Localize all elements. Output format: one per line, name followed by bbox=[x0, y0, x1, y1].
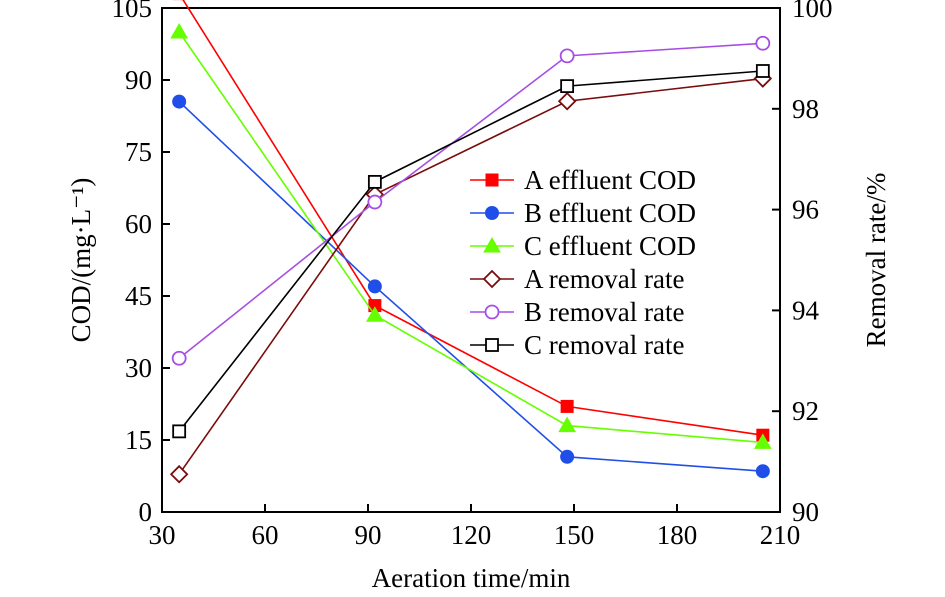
y-axis-right-title: Removal rate/% bbox=[861, 173, 891, 348]
y-left-tick-label: 45 bbox=[125, 281, 152, 311]
legend-marker bbox=[485, 206, 499, 220]
series-line bbox=[178, 31, 763, 444]
y-left-tick-label: 90 bbox=[125, 65, 152, 95]
legend-item: A removal rate bbox=[470, 264, 684, 294]
legend-item: C removal rate bbox=[470, 330, 684, 360]
data-point bbox=[172, 424, 187, 439]
data-point bbox=[755, 64, 770, 78]
x-tick-label: 90 bbox=[355, 520, 382, 550]
x-tick-label: 210 bbox=[760, 520, 801, 550]
axes: 30 60 90 120 150 180 210 0 15 30 45 60 75 90 105 90 92 94… bbox=[112, 0, 833, 550]
y-right-tick-label: 92 bbox=[792, 396, 819, 426]
series-line bbox=[178, 101, 763, 472]
data-point bbox=[367, 194, 383, 210]
series-line bbox=[178, 42, 763, 359]
series-line bbox=[178, 70, 763, 432]
series-line bbox=[178, 77, 763, 475]
legend-marker bbox=[484, 304, 500, 320]
y-left-tick-label: 105 bbox=[112, 0, 153, 23]
y-left-tick-label: 75 bbox=[125, 137, 152, 167]
data-point bbox=[170, 22, 189, 39]
y-right-tick-label: 94 bbox=[792, 295, 820, 325]
data-point bbox=[367, 174, 382, 189]
y-left-tick-label: 30 bbox=[125, 353, 152, 383]
data-point bbox=[753, 433, 772, 449]
series-line bbox=[182, 0, 763, 436]
data-point bbox=[559, 48, 575, 64]
y-left-tick-label: 60 bbox=[125, 209, 152, 239]
y-right-tick-label: 98 bbox=[792, 94, 819, 124]
x-tick-label: 120 bbox=[451, 520, 492, 550]
data-point bbox=[172, 94, 187, 109]
series-c-effluent-cod bbox=[170, 22, 772, 449]
series-b-effluent-cod bbox=[172, 94, 770, 479]
x-tick-label: 30 bbox=[149, 520, 176, 550]
legend-label: C removal rate bbox=[524, 330, 684, 360]
legend-marker bbox=[485, 173, 499, 187]
data-point bbox=[557, 91, 577, 111]
data-point bbox=[171, 350, 187, 366]
legend-label: C effluent COD bbox=[524, 231, 696, 261]
data-point bbox=[560, 79, 575, 94]
y-right-tick-label: 90 bbox=[792, 497, 819, 527]
data-point bbox=[366, 306, 384, 322]
legend-item: C effluent COD bbox=[470, 231, 696, 261]
x-tick-label: 150 bbox=[554, 520, 595, 550]
legend-marker bbox=[485, 338, 499, 352]
y-right-tick-label: 96 bbox=[792, 195, 819, 225]
legend-item: B removal rate bbox=[470, 297, 684, 327]
x-tick-label: 180 bbox=[657, 520, 698, 550]
legend-marker bbox=[483, 236, 501, 253]
data-point bbox=[560, 399, 574, 413]
legend-item: A effluent COD bbox=[470, 165, 696, 195]
series-layer bbox=[169, 0, 773, 484]
data-point bbox=[560, 449, 575, 464]
legend-label: B removal rate bbox=[524, 297, 684, 327]
legend-marker bbox=[482, 269, 502, 289]
x-tick-label: 60 bbox=[252, 520, 279, 550]
data-point bbox=[558, 416, 576, 433]
data-point bbox=[367, 279, 382, 294]
legend-label: A effluent COD bbox=[524, 165, 696, 195]
y-right-tick-label: 100 bbox=[792, 0, 833, 23]
legend-label: B effluent COD bbox=[524, 198, 696, 228]
series-b-removal-rate bbox=[171, 35, 771, 366]
legend-item: B effluent COD bbox=[470, 198, 696, 228]
y-left-tick-label: 15 bbox=[125, 425, 152, 455]
y-left-tick-label: 0 bbox=[139, 497, 153, 527]
x-axis-title: Aeration time/min bbox=[372, 563, 571, 593]
y-axis-left-title: COD/(mg·L⁻¹) bbox=[66, 178, 96, 343]
series-c-removal-rate bbox=[172, 64, 770, 439]
data-point bbox=[169, 464, 189, 484]
legend-label: A removal rate bbox=[524, 264, 684, 294]
data-point bbox=[755, 35, 771, 51]
data-point bbox=[755, 464, 770, 479]
